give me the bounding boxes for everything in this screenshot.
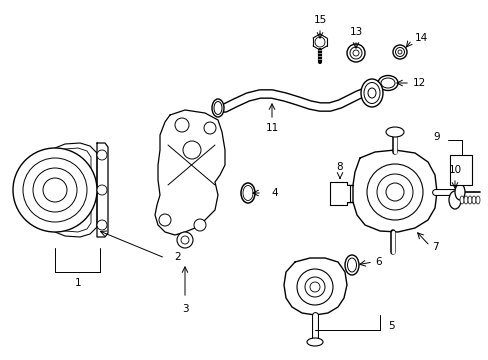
Circle shape [97, 220, 107, 230]
Ellipse shape [349, 47, 361, 59]
Text: 8: 8 [336, 162, 343, 172]
Circle shape [203, 122, 216, 134]
Text: 5: 5 [387, 321, 394, 331]
Text: 6: 6 [374, 257, 381, 267]
Circle shape [183, 141, 201, 159]
Ellipse shape [377, 76, 397, 90]
Ellipse shape [459, 196, 463, 204]
Circle shape [33, 168, 77, 212]
Ellipse shape [467, 196, 471, 204]
Text: 9: 9 [432, 132, 439, 142]
Ellipse shape [212, 99, 224, 117]
Circle shape [97, 185, 107, 195]
Bar [449, 155, 471, 185]
Ellipse shape [363, 82, 379, 104]
Ellipse shape [385, 127, 403, 137]
Ellipse shape [448, 191, 460, 209]
Ellipse shape [471, 196, 475, 204]
Ellipse shape [367, 88, 375, 98]
Text: 3: 3 [182, 304, 188, 314]
Ellipse shape [360, 79, 382, 107]
Circle shape [385, 183, 403, 201]
Polygon shape [352, 150, 436, 232]
Ellipse shape [397, 50, 401, 54]
Ellipse shape [241, 183, 254, 203]
Text: 2: 2 [174, 252, 180, 262]
Text: 13: 13 [348, 27, 362, 37]
Circle shape [13, 148, 97, 232]
Text: 14: 14 [414, 33, 427, 43]
Circle shape [309, 282, 319, 292]
Ellipse shape [463, 196, 467, 204]
Ellipse shape [214, 102, 222, 114]
Ellipse shape [380, 78, 394, 88]
Circle shape [175, 118, 189, 132]
Ellipse shape [243, 185, 252, 201]
Circle shape [296, 269, 332, 305]
Circle shape [177, 232, 193, 248]
Text: 10: 10 [447, 165, 461, 175]
Text: 11: 11 [265, 123, 278, 133]
Circle shape [181, 236, 189, 244]
Ellipse shape [392, 45, 406, 59]
Ellipse shape [345, 255, 358, 275]
Text: 15: 15 [313, 15, 326, 25]
Text: 1: 1 [75, 278, 81, 288]
Circle shape [366, 164, 422, 220]
Circle shape [376, 174, 412, 210]
Text: 12: 12 [412, 78, 426, 88]
Ellipse shape [475, 196, 479, 204]
Ellipse shape [346, 44, 364, 62]
Polygon shape [155, 110, 224, 235]
Ellipse shape [395, 48, 404, 57]
Circle shape [159, 214, 171, 226]
Circle shape [23, 158, 87, 222]
Circle shape [194, 219, 205, 231]
Ellipse shape [306, 338, 323, 346]
Circle shape [305, 277, 325, 297]
Circle shape [97, 150, 107, 160]
Ellipse shape [352, 50, 358, 56]
Ellipse shape [347, 258, 356, 272]
Text: 7: 7 [431, 242, 438, 252]
Polygon shape [329, 182, 349, 205]
Text: 4: 4 [270, 188, 277, 198]
Polygon shape [97, 143, 108, 237]
Circle shape [43, 178, 67, 202]
Ellipse shape [454, 184, 464, 200]
Polygon shape [284, 258, 346, 315]
